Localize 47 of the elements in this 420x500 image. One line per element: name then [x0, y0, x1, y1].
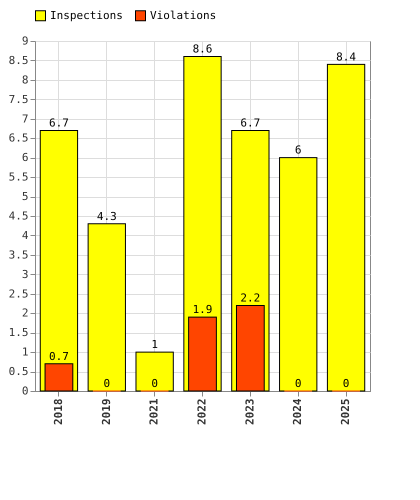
legend-label: Violations — [150, 8, 216, 22]
data-label: 0.7 — [48, 350, 69, 363]
data-label: 2.2 — [240, 291, 260, 304]
bar — [279, 157, 318, 392]
y-tick-label: 1 — [22, 346, 28, 359]
y-tick-label: 5.5 — [8, 170, 28, 184]
data-label: 6.7 — [240, 116, 260, 130]
y-tick-label: 0.5 — [8, 365, 28, 378]
data-label: 0 — [151, 377, 158, 390]
y-tick-label: 0 — [22, 384, 28, 398]
data-label: 6 — [294, 144, 302, 157]
y-tick-label: 6.5 — [8, 132, 28, 145]
data-label: 6.7 — [48, 116, 69, 130]
x-tick-label: 2023 — [243, 398, 256, 425]
x-tick-label: 2024 — [291, 398, 304, 425]
bar — [40, 130, 78, 392]
y-tick-label: 7.5 — [8, 92, 28, 106]
data-label: 0 — [294, 377, 302, 390]
y-tick-label: 6 — [22, 151, 28, 164]
y-tick-label: 3.5 — [8, 248, 28, 262]
x-tick-label: 2021 — [148, 398, 161, 425]
data-label: 1 — [151, 338, 158, 352]
bar — [135, 352, 174, 392]
y-tick-label: 3 — [22, 268, 28, 281]
x-tick-label: 2022 — [196, 398, 208, 425]
y-tick-label: 4 — [22, 228, 29, 242]
y-tick-label: 5 — [22, 190, 28, 204]
data-label: 4.3 — [96, 210, 117, 223]
x-tick-label: 2018 — [52, 398, 65, 425]
x-tick-label: 2019 — [100, 398, 113, 425]
data-label: 0 — [342, 377, 350, 390]
data-label: 8.4 — [336, 50, 356, 64]
y-tick-label: 1.5 — [8, 326, 28, 340]
y-tick-label: 2 — [22, 306, 28, 320]
y-tick-label: 8.5 — [8, 54, 28, 67]
data-label: 8.6 — [192, 42, 212, 56]
y-tick-label: 2.5 — [8, 287, 28, 300]
bar — [326, 64, 366, 392]
data-label: 1.9 — [192, 303, 212, 316]
y-tick-label: 7 — [22, 112, 28, 126]
y-tick-label: 8 — [22, 73, 28, 86]
data-label: 0 — [103, 377, 110, 390]
bar — [88, 223, 126, 392]
x-tick-label: 2025 — [339, 398, 352, 425]
y-tick-label: 9 — [22, 34, 28, 48]
y-tick-label: 4.5 — [8, 210, 28, 222]
legend-label: Inspections — [50, 8, 123, 22]
